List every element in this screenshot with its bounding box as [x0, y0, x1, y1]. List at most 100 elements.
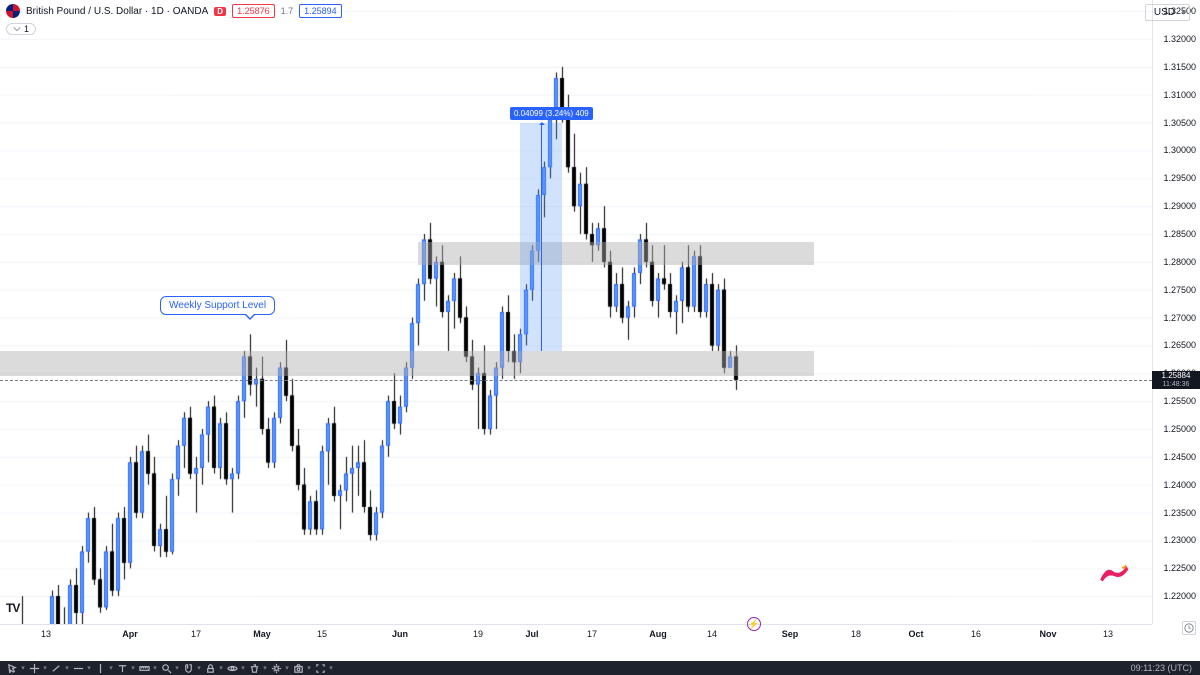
y-tick: 1.28000 [1163, 257, 1196, 267]
y-tick: 1.23000 [1163, 535, 1196, 545]
chart-area[interactable]: 0.04099 (3.24%) 409 Weekly Support Level… [0, 0, 1200, 675]
tool-trash[interactable] [246, 662, 262, 674]
chart-header: British Pound / U.S. Dollar · 1D · OANDA… [6, 4, 342, 18]
camera-icon [293, 663, 304, 674]
price-axis[interactable]: 1.22000 1.22500 1.23000 1.23500 1.24000 1.245… [1152, 0, 1200, 624]
tool-camera[interactable] [290, 662, 306, 674]
ruler-icon [139, 663, 150, 674]
vertical-line-icon [95, 663, 106, 674]
tool-fullscreen[interactable] [312, 662, 328, 674]
tool-lock[interactable] [202, 662, 218, 674]
y-tick: 1.29000 [1163, 201, 1196, 211]
lock-icon [205, 663, 216, 674]
chevron-down-icon [13, 25, 21, 33]
bull-logo-icon [1096, 561, 1130, 585]
magnet-icon [183, 663, 194, 674]
fullscreen-icon [315, 663, 326, 674]
x-tick: Aug [649, 629, 667, 639]
callout-tail [244, 314, 256, 326]
x-tick: 13 [41, 629, 51, 639]
text-icon [117, 663, 128, 674]
y-tick: 1.32000 [1163, 34, 1196, 44]
currency-label: USD [1154, 7, 1175, 18]
x-tick: 19 [473, 629, 483, 639]
tool-magnet[interactable] [180, 662, 196, 674]
x-tick: 17 [191, 629, 201, 639]
tool-crosshair[interactable] [26, 662, 42, 674]
measure-label: 0.04099 (3.24%) 409 [510, 107, 593, 120]
bid-price: 1.25876 [232, 4, 275, 18]
x-tick: 13 [1103, 629, 1113, 639]
crosshair-icon [29, 663, 40, 674]
x-tick: 17 [587, 629, 597, 639]
x-tick: Jun [392, 629, 408, 639]
y-tick: 1.31000 [1163, 90, 1196, 100]
tool-text[interactable] [114, 662, 130, 674]
tool-eye[interactable] [224, 662, 240, 674]
y-tick: 1.25500 [1163, 396, 1196, 406]
tool-trend-line[interactable] [48, 662, 64, 674]
clock-icon [1184, 623, 1194, 633]
drawing-toolbar: ▾▾▾▾▾▾▾▾▾▾▾▾▾▾▾ 09:11:23 (UTC) [0, 661, 1200, 675]
goto-date-button[interactable] [1182, 621, 1196, 635]
tool-cursor[interactable] [4, 662, 20, 674]
symbol-flag-icon [6, 4, 20, 18]
ask-price: 1.25894 [299, 4, 342, 18]
eye-icon [227, 663, 238, 674]
event-marker[interactable]: ⚡ [747, 617, 761, 631]
x-tick: 16 [971, 629, 981, 639]
y-tick: 1.26500 [1163, 340, 1196, 350]
currency-selector[interactable]: USD [1145, 4, 1190, 21]
x-tick: Nov [1039, 629, 1056, 639]
x-tick: Apr [122, 629, 138, 639]
y-tick: 1.30000 [1163, 145, 1196, 155]
y-tick: 1.27500 [1163, 285, 1196, 295]
tool-ruler[interactable] [136, 662, 152, 674]
support-zone[interactable] [0, 351, 814, 376]
timeframe-chip[interactable]: 1 [6, 23, 36, 35]
y-tick: 1.24000 [1163, 480, 1196, 490]
tool-vertical-line[interactable] [92, 662, 108, 674]
x-tick: 14 [707, 629, 717, 639]
delayed-badge: D [214, 7, 226, 16]
callout-text: Weekly Support Level [169, 300, 266, 311]
settings-icon [271, 663, 282, 674]
x-tick: Jul [525, 629, 538, 639]
spread: 1.7 [281, 6, 294, 16]
tool-horizontal-line[interactable] [70, 662, 86, 674]
x-tick: Oct [908, 629, 923, 639]
cursor-icon [7, 663, 18, 674]
y-tick: 1.22000 [1163, 591, 1196, 601]
x-tick: May [253, 629, 271, 639]
clock-display: 09:11:23 (UTC) [1131, 663, 1196, 673]
last-price-value: 1.25884 [1152, 372, 1200, 381]
time-axis[interactable]: Mar13Apr17May15Jun19Jul17Aug14Sep18Oct16… [0, 624, 1152, 661]
y-tick: 1.29500 [1163, 173, 1196, 183]
y-tick: 1.24500 [1163, 452, 1196, 462]
last-price-line [0, 380, 1152, 381]
horizontal-line-icon [73, 663, 84, 674]
y-tick: 1.27000 [1163, 313, 1196, 323]
y-tick: 1.30500 [1163, 118, 1196, 128]
y-tick: 1.23500 [1163, 508, 1196, 518]
tool-settings[interactable] [268, 662, 284, 674]
y-tick: 1.31500 [1163, 62, 1196, 72]
symbol-title: British Pound / U.S. Dollar · 1D · OANDA [26, 6, 208, 17]
zoom-icon [161, 663, 172, 674]
y-tick: 1.28500 [1163, 229, 1196, 239]
timeframe-label: 1 [24, 24, 29, 34]
trash-icon [249, 663, 260, 674]
y-tick: 1.22500 [1163, 563, 1196, 573]
x-tick: Sep [782, 629, 799, 639]
tradingview-logo: TV [6, 601, 19, 615]
callout-weekly-support[interactable]: Weekly Support Level [160, 296, 275, 315]
trend-line-icon [51, 663, 62, 674]
last-price-tag: 1.25884 11:48:36 [1152, 371, 1200, 389]
tool-caret[interactable]: ▾ [328, 664, 334, 672]
x-tick: 18 [851, 629, 861, 639]
tool-zoom[interactable] [158, 662, 174, 674]
x-tick: 15 [317, 629, 327, 639]
support-zone[interactable] [418, 242, 814, 264]
y-tick: 1.25000 [1163, 424, 1196, 434]
countdown: 11:48:36 [1152, 381, 1200, 389]
